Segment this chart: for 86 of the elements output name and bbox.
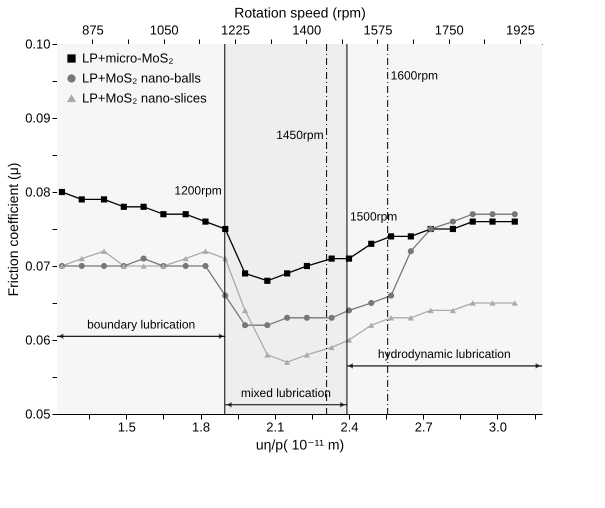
x2-tick-label: 1575	[364, 22, 392, 38]
point	[202, 262, 209, 270]
y-tick-label: 0.10	[25, 36, 50, 52]
point	[100, 196, 108, 202]
x2-tick-label: 875	[82, 22, 104, 38]
point	[489, 218, 496, 225]
point	[428, 308, 434, 314]
point	[388, 292, 394, 299]
ref-line-label: 1200rpm	[174, 183, 222, 198]
point	[470, 211, 476, 218]
point	[304, 262, 310, 270]
y-tick-label: 0.08	[25, 184, 50, 200]
point	[512, 218, 518, 225]
legend-label: LP+MoS₂ nano-slices	[82, 90, 208, 106]
point	[78, 256, 85, 262]
x2-tick-label: 1400	[292, 22, 322, 38]
point	[489, 300, 496, 306]
point	[58, 188, 66, 196]
y-tick-label: 0.06	[25, 332, 50, 348]
point	[182, 262, 189, 270]
point	[450, 218, 456, 225]
ref-line-label: 1600rpm	[390, 68, 438, 83]
x2-tick-label: 1225	[220, 22, 250, 38]
x-tick-label: 3.0	[488, 420, 507, 434]
point	[160, 211, 166, 218]
point	[450, 226, 456, 232]
point	[120, 204, 127, 210]
band-label: boundary lubrication	[87, 317, 196, 332]
point	[512, 300, 518, 306]
point	[242, 308, 248, 314]
point	[368, 300, 374, 306]
x-tick-label: 1.5	[118, 420, 136, 434]
y-tick-label: 0.09	[25, 110, 50, 126]
point	[100, 248, 108, 254]
y-axis-title: Friction coefficient (μ)	[5, 162, 22, 296]
point	[242, 270, 248, 276]
point	[388, 233, 394, 240]
x-tick-label: 1.8	[192, 420, 210, 434]
point	[408, 233, 414, 240]
point	[100, 262, 108, 270]
point	[408, 248, 414, 254]
x-tick-label: 2.1	[266, 420, 284, 434]
point	[264, 352, 270, 358]
point	[242, 322, 248, 328]
x-tick-label: 2.7	[414, 420, 433, 434]
point	[284, 270, 290, 276]
x-tick-label: 2.4	[340, 420, 359, 434]
point	[182, 256, 189, 262]
point	[264, 322, 270, 328]
x2-tick-label: 1750	[434, 22, 464, 38]
point	[489, 211, 496, 218]
point	[328, 314, 335, 321]
point	[328, 344, 335, 350]
point	[470, 300, 476, 306]
point	[304, 314, 310, 321]
point	[140, 263, 147, 269]
point	[284, 314, 290, 321]
x2-tick-label: 1925	[506, 22, 535, 38]
point	[78, 196, 85, 202]
point	[202, 248, 209, 254]
point	[408, 315, 414, 320]
point	[328, 256, 335, 262]
point	[368, 240, 374, 247]
x2-axis-title: Rotation speed (rpm)	[234, 4, 366, 20]
ref-line-label: 1500rpm	[350, 209, 398, 224]
point	[202, 218, 209, 225]
point	[140, 204, 147, 210]
point	[78, 262, 85, 270]
point	[450, 308, 456, 314]
point	[264, 278, 270, 284]
legend-label: LP+micro-MoS₂	[82, 50, 174, 66]
point	[304, 352, 310, 358]
point	[368, 322, 374, 328]
point	[182, 211, 189, 218]
legend-label: LP+MoS₂ nano-balls	[82, 70, 202, 86]
point	[470, 218, 476, 225]
point	[388, 315, 394, 320]
band-label: mixed lubrication	[240, 386, 331, 400]
y-tick-label: 0.07	[25, 258, 50, 274]
point	[284, 360, 290, 365]
y-tick-label: 0.05	[25, 406, 50, 422]
x-axis-title: uη/p( 10⁻¹¹ m)	[256, 436, 344, 452]
x2-tick-label: 1050	[150, 22, 179, 38]
point	[512, 211, 518, 218]
ref-line-label: 1450rpm	[276, 128, 324, 142]
point	[140, 256, 147, 262]
